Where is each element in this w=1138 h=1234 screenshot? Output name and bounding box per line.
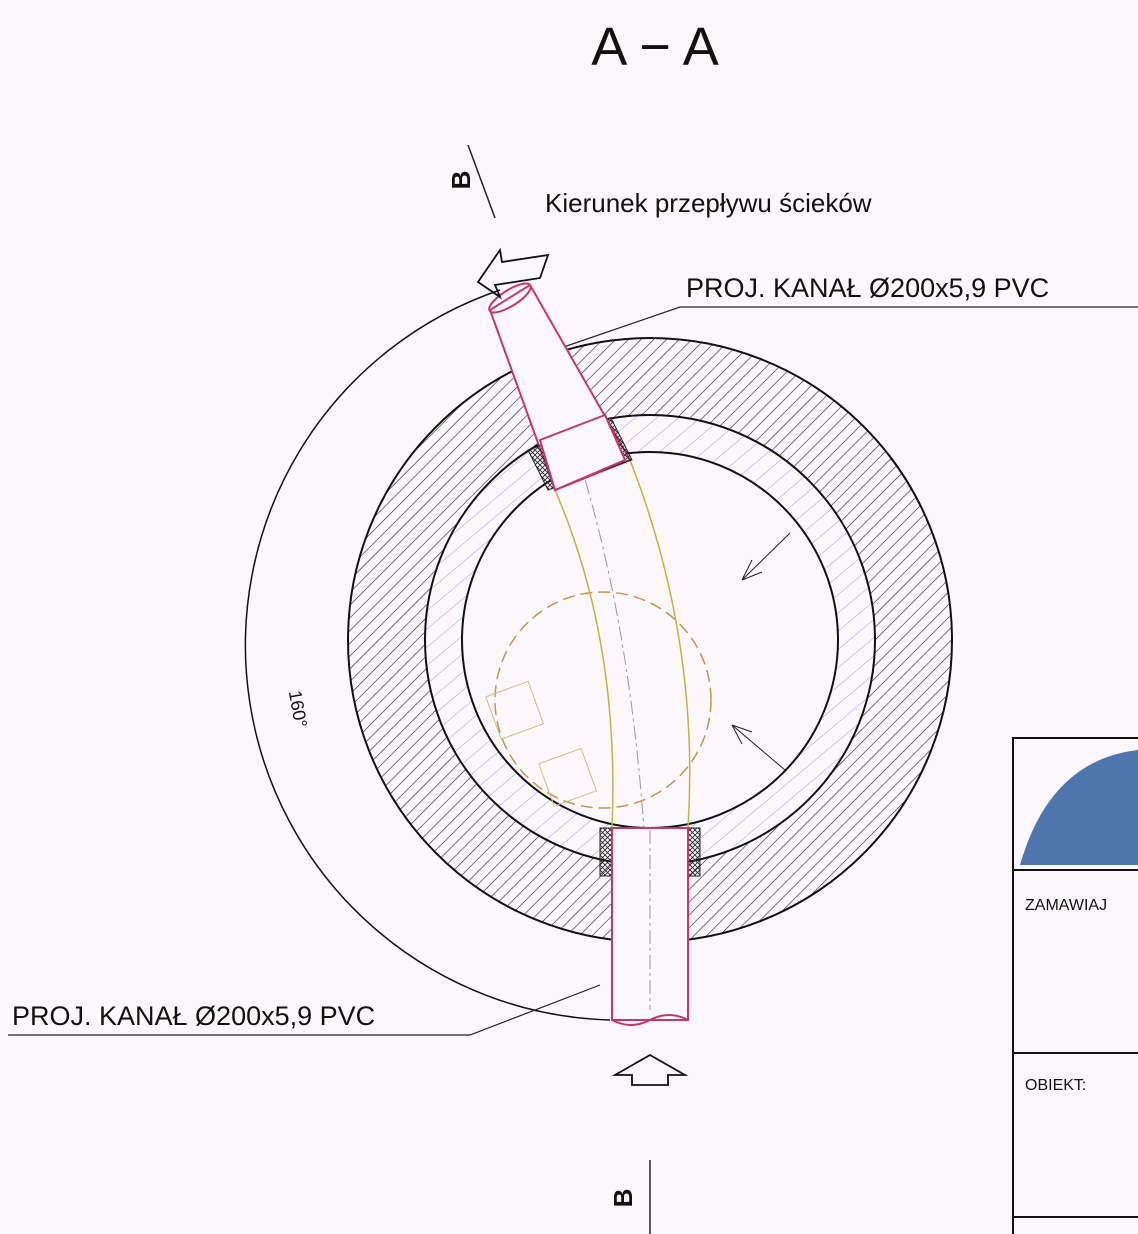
section-mark: B — [608, 1189, 638, 1208]
inner-chamber — [462, 452, 838, 828]
pipe-label: PROJ. KANAŁ Ø200x5,9 PVC — [686, 273, 1049, 303]
client-label: ZAMAWIAJ — [1025, 897, 1107, 914]
section-title: A − A — [591, 17, 719, 77]
section-mark: B — [446, 171, 476, 190]
object-label: OBIEKT: — [1025, 1077, 1086, 1094]
drawing: A − A B Kierunek przepływu ścieków PROJ.… — [0, 0, 1138, 1234]
pipe-label: PROJ. KANAŁ Ø200x5,9 PVC — [12, 1001, 375, 1031]
flow-label: Kierunek przepływu ścieków — [545, 188, 872, 218]
